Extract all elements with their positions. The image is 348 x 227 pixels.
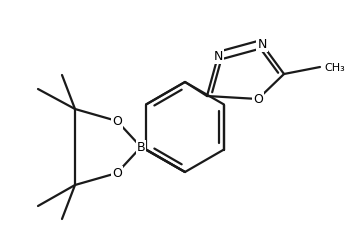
Text: CH₃: CH₃ [324,63,345,73]
Text: N: N [213,50,223,63]
Text: N: N [257,38,267,51]
Text: O: O [253,93,263,106]
Text: O: O [112,167,122,180]
Text: B: B [137,141,145,154]
Text: O: O [112,115,122,128]
